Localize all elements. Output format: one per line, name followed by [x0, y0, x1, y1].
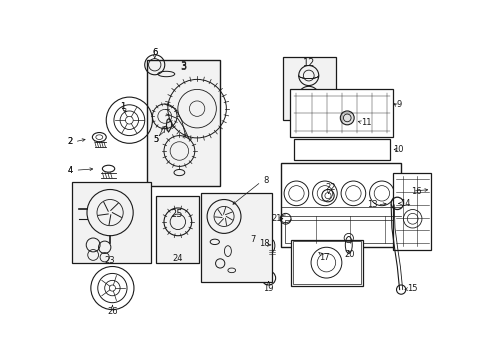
Text: 4: 4 — [67, 166, 73, 175]
Bar — [290, 89, 393, 137]
Text: 17: 17 — [318, 253, 329, 262]
Bar — [71, 182, 151, 263]
Text: 18: 18 — [258, 239, 269, 248]
Text: 7: 7 — [250, 235, 256, 244]
Text: 5: 5 — [153, 135, 159, 144]
Bar — [282, 57, 335, 120]
Text: 19: 19 — [263, 284, 273, 293]
Text: 2: 2 — [67, 137, 73, 146]
Text: 10: 10 — [393, 145, 403, 154]
Text: 3: 3 — [180, 61, 186, 71]
Text: 9: 9 — [395, 100, 401, 109]
Text: 3: 3 — [180, 62, 186, 72]
Bar — [201, 193, 271, 282]
Text: 24: 24 — [172, 254, 183, 263]
Text: 8: 8 — [263, 176, 268, 185]
Text: 21: 21 — [271, 214, 281, 223]
Text: 6: 6 — [152, 48, 157, 57]
Bar — [281, 163, 400, 247]
Text: 2: 2 — [67, 137, 73, 146]
Text: 14: 14 — [400, 199, 410, 208]
Text: 5: 5 — [153, 135, 159, 144]
Bar — [285, 220, 396, 243]
Bar — [290, 239, 362, 286]
Text: 25: 25 — [170, 209, 182, 219]
Text: 26: 26 — [107, 307, 118, 316]
Bar — [393, 172, 430, 249]
Text: 23: 23 — [104, 256, 115, 265]
Text: 13: 13 — [366, 201, 377, 210]
Text: 22: 22 — [325, 184, 335, 193]
Bar — [293, 139, 389, 160]
Text: 16: 16 — [410, 186, 421, 195]
Text: 12: 12 — [303, 58, 315, 68]
Text: 11: 11 — [361, 118, 371, 127]
Polygon shape — [166, 119, 171, 132]
Text: 1: 1 — [120, 102, 125, 111]
Bar — [292, 241, 360, 284]
Text: 15: 15 — [407, 284, 417, 293]
Text: 1: 1 — [120, 102, 125, 111]
Circle shape — [340, 111, 353, 125]
Text: 20: 20 — [344, 251, 354, 260]
Bar — [147, 60, 220, 186]
Text: 4: 4 — [67, 166, 73, 175]
Text: 6: 6 — [152, 48, 157, 57]
Bar — [156, 195, 199, 263]
